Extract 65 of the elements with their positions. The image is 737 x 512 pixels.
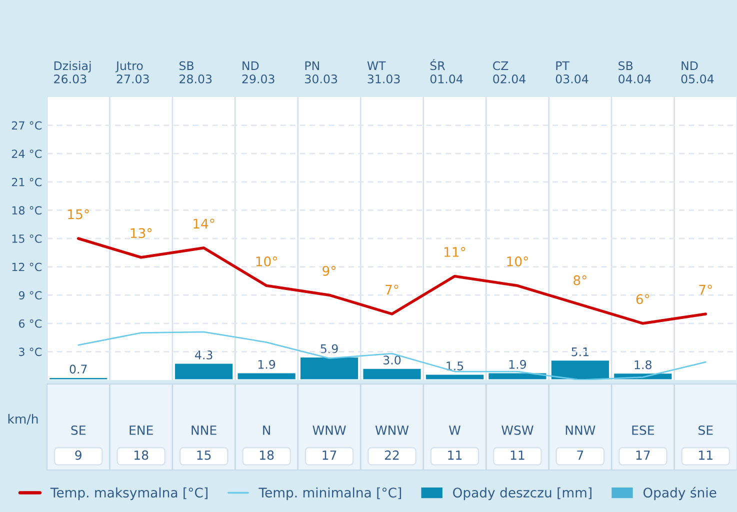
category-label: SE bbox=[71, 425, 86, 435]
y-tick-label: 12 °C bbox=[12, 262, 42, 272]
data-label: 8° bbox=[574, 275, 586, 286]
x-tick-label: SB 28.03 bbox=[180, 61, 212, 84]
y-tick-label: 27 °C bbox=[12, 121, 42, 130]
data-label: 9° bbox=[322, 266, 336, 276]
y-tick-label: 24 °C bbox=[12, 150, 42, 158]
category-label: NNW bbox=[566, 426, 596, 435]
legend-label: Temp. minimalna [°C] bbox=[258, 487, 402, 500]
x-tick-label: CZ 02.04 bbox=[493, 61, 526, 84]
y-tick-label: 6 °C bbox=[19, 319, 42, 328]
data-label: 1.8 bbox=[634, 360, 652, 370]
legend-label: Temp. maksymalna [°C] bbox=[50, 487, 208, 500]
data-label: 11° bbox=[444, 246, 466, 257]
data-label: 15° bbox=[68, 209, 89, 220]
data-label: 22 bbox=[384, 450, 399, 460]
data-label: 0.7 bbox=[70, 364, 87, 374]
category-label: SE bbox=[698, 425, 713, 435]
data-label: 11 bbox=[448, 450, 462, 460]
data-label: 13° bbox=[130, 228, 152, 238]
data-label: 4.3 bbox=[195, 350, 212, 360]
y-tick-label: 18 °C bbox=[12, 206, 42, 215]
x-tick-label: ŚR 01.04 bbox=[430, 59, 463, 84]
x-tick-label: ND 29.03 bbox=[242, 61, 274, 84]
data-label: 11 bbox=[699, 450, 712, 460]
data-label: 3.0 bbox=[384, 356, 401, 365]
category-label: ESE bbox=[632, 425, 654, 435]
data-label: 5.9 bbox=[320, 344, 338, 354]
data-label: 7 bbox=[577, 450, 584, 460]
data-label: 1.9 bbox=[509, 360, 526, 369]
data-label: 9 bbox=[75, 450, 82, 460]
data-label: 10° bbox=[256, 256, 277, 266]
y-tick-label: 9 °C bbox=[18, 291, 42, 300]
data-label: 11 bbox=[510, 450, 524, 460]
x-tick-label: ND 05.04 bbox=[681, 61, 714, 84]
x-tick-label: Dzisiaj 26.03 bbox=[54, 61, 91, 84]
legend-label: Opady śnie bbox=[643, 486, 716, 500]
category-label: WNW bbox=[312, 426, 346, 435]
data-label: 7° bbox=[386, 284, 398, 295]
data-label: 15 bbox=[197, 450, 211, 460]
y-tick-label: 3 °C bbox=[19, 348, 42, 356]
category-label: W bbox=[448, 426, 460, 435]
data-label: 18 bbox=[260, 450, 274, 460]
category-label: N bbox=[263, 426, 270, 435]
legend-label: Opady deszczu [mm] bbox=[453, 487, 592, 500]
y-tick-label: 15 °C bbox=[12, 234, 42, 243]
data-label: 17 bbox=[322, 450, 336, 460]
category-label: WNW bbox=[375, 426, 409, 435]
category-label: WSW bbox=[502, 425, 534, 435]
category-label: ENE bbox=[130, 426, 153, 435]
category-label: NNE bbox=[192, 426, 216, 435]
y-tick-label: 21 °C bbox=[12, 178, 42, 186]
data-label: 14° bbox=[194, 218, 214, 228]
text: km/h bbox=[8, 414, 38, 425]
data-label: 6° bbox=[636, 294, 650, 304]
x-tick-label: Jutro 27.03 bbox=[115, 61, 149, 84]
x-tick-label: PN 30.03 bbox=[305, 61, 338, 84]
data-label: 17 bbox=[636, 450, 650, 460]
x-tick-label: WT 31.03 bbox=[367, 61, 400, 84]
data-label: 10° bbox=[507, 256, 528, 266]
x-tick-label: PT 03.04 bbox=[556, 61, 588, 84]
data-label: 7° bbox=[699, 284, 712, 295]
x-tick-label: SB 04.04 bbox=[618, 61, 651, 84]
data-label: 18 bbox=[134, 450, 148, 460]
data-label: 1.9 bbox=[258, 360, 276, 369]
